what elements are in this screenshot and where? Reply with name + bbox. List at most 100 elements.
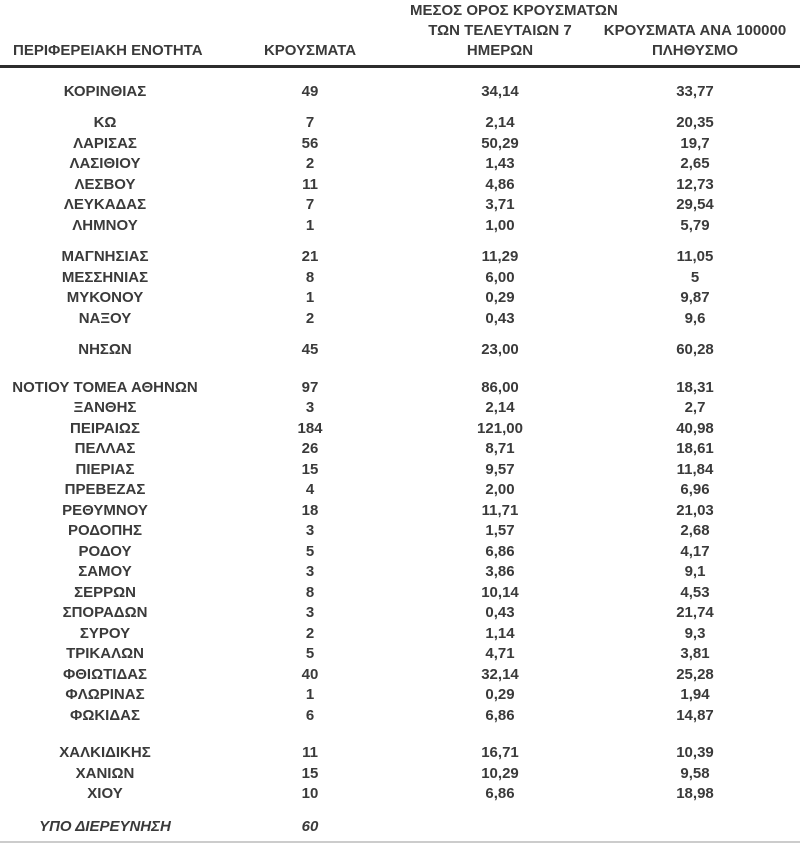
cell-regional-unit: ΡΕΘΥΜΝΟΥ (62, 501, 148, 519)
cell-regional-unit: ΦΩΚΙΔΑΣ (70, 706, 140, 724)
cell-regional-unit: ΝΟΤΙΟΥ ΤΟΜΕΑ ΑΘΗΝΩΝ (12, 378, 198, 396)
cell-regional-unit: ΣΕΡΡΩΝ (74, 583, 136, 601)
cell-7day-average: 10,29 (481, 764, 519, 782)
cell-7day-average: 121,00 (477, 419, 523, 437)
table-row: ΦΘΙΩΤΙΔΑΣ 40 32,14 25,28 (0, 664, 800, 685)
cell-cases: 8 (305, 268, 315, 286)
column-header-7day-average: ΜΕΣΟΣ ΟΡΟΣ ΚΡΟΥΣΜΑΤΩΝ ΤΩΝ ΤΕΛΕΥΤΑΙΩΝ 7 Η… (410, 1, 618, 61)
cell-regional-unit: ΧΙΟΥ (87, 785, 123, 803)
cell-cases: 2 (305, 624, 315, 642)
cell-cases-per-100k: 60,28 (676, 341, 714, 359)
cell-cases-per-100k: 11,84 (676, 460, 714, 478)
cell-cases: 56 (301, 134, 319, 152)
cell-7day-average: 4,86 (485, 175, 515, 193)
cell-cases: 1 (305, 686, 315, 704)
cell-cases: 1 (305, 216, 315, 234)
table-row: ΚΟΡΙΝΘΙΑΣ 49 34,14 33,77 (0, 81, 800, 102)
cell-regional-unit: ΝΑΞΟΥ (78, 309, 132, 327)
cell-7day-average: 11,71 (481, 501, 519, 519)
cell-cases-per-100k: 21,74 (676, 604, 714, 622)
column-header-label-line: ΤΩΝ ΤΕΛΕΥΤΑΙΩΝ 7 (428, 22, 572, 39)
cell-cases-per-100k: 4,53 (680, 583, 710, 601)
cell-regional-unit: ΦΛΩΡΙΝΑΣ (65, 686, 145, 704)
cell-regional-unit: ΡΟΔΟΥ (78, 542, 132, 560)
cell-cases: 15 (301, 764, 319, 782)
cell-7day-average: 1,43 (485, 155, 515, 173)
cell-cases-per-100k: 6,96 (680, 481, 710, 499)
cell-cases: 8 (305, 583, 315, 601)
cell-cases: 26 (301, 440, 319, 458)
table-row: ΠΕΛΛΑΣ 26 8,71 18,61 (0, 439, 800, 460)
cell-cases: 2 (305, 155, 315, 173)
table-row: ΡΟΔΟΥ 5 6,86 4,17 (0, 541, 800, 562)
table-row: ΧΑΛΚΙΔΙΚΗΣ 11 16,71 10,39 (0, 743, 800, 764)
cell-cases: 45 (301, 341, 319, 359)
cell-regional-unit: ΛΕΣΒΟΥ (74, 175, 136, 193)
cell-7day-average: 8,71 (485, 440, 515, 458)
cell-7day-average: 2,00 (485, 481, 515, 499)
cell-7day-average: 23,00 (481, 341, 519, 359)
cell-regional-unit: ΠΙΕΡΙΑΣ (75, 460, 135, 478)
cell-7day-average: 11,29 (481, 248, 519, 266)
cell-7day-average: 0,29 (485, 686, 515, 704)
table-row: ΣΠΟΡΑΔΩΝ 3 0,43 21,74 (0, 603, 800, 624)
table-row: ΡΕΘΥΜΝΟΥ 18 11,71 21,03 (0, 500, 800, 521)
table-row: ΧΙΟΥ 10 6,86 18,98 (0, 784, 800, 805)
table-row: ΠΙΕΡΙΑΣ 15 9,57 11,84 (0, 459, 800, 480)
cell-cases: 11 (302, 744, 318, 762)
cell-cases: 2 (305, 309, 315, 327)
cell-cases-per-100k: 3,81 (680, 645, 710, 663)
table-body: ΚΟΡΙΝΘΙΑΣ 49 34,14 33,77 ΚΩ 7 2,14 20,35… (0, 68, 800, 837)
cell-cases: 1 (305, 289, 315, 307)
cell-cases-per-100k: 1,94 (680, 686, 710, 704)
cell-cases-per-100k: 14,87 (676, 706, 714, 724)
table-row: ΝΑΞΟΥ 2 0,43 9,6 (0, 308, 800, 329)
cell-cases-per-100k: 2,65 (680, 155, 710, 173)
cell-cases-per-100k: 21,03 (676, 501, 714, 519)
table-row: ΛΗΜΝΟΥ 1 1,00 5,79 (0, 215, 800, 236)
table-row: ΝΗΣΩΝ 45 23,00 60,28 (0, 340, 800, 361)
cell-cases-per-100k: 10,39 (676, 744, 714, 762)
column-header-label: ΠΕΡΙΦΕΡΕΙΑΚΗ ΕΝΟΤΗΤΑ (13, 42, 203, 59)
column-header-cases: ΚΡΟΥΣΜΑΤΑ (210, 41, 410, 61)
cell-cases: 40 (301, 665, 319, 683)
cell-regional-unit: ΥΠΟ ΔΙΕΡΕΥΝΗΣΗ (39, 817, 171, 835)
cell-cases-per-100k: 11,05 (676, 248, 714, 266)
cell-7day-average: 6,86 (485, 706, 515, 724)
table-row: ΣΑΜΟΥ 3 3,86 9,1 (0, 562, 800, 583)
row-group: ΝΟΤΙΟΥ ΤΟΜΕΑ ΑΘΗΝΩΝ 97 86,00 18,31 ΞΑΝΘΗ… (0, 377, 800, 726)
cell-regional-unit: ΣΥΡΟΥ (79, 624, 131, 642)
cell-7day-average: 3,71 (485, 196, 515, 214)
cell-regional-unit: ΜΕΣΣΗΝΙΑΣ (61, 268, 149, 286)
cell-regional-unit: ΠΕΛΛΑΣ (74, 440, 136, 458)
cell-regional-unit: ΞΑΝΘΗΣ (73, 399, 137, 417)
cell-7day-average: 9,57 (485, 460, 515, 478)
row-group: ΥΠΟ ΔΙΕΡΕΥΝΗΣΗ 60 (0, 816, 800, 837)
column-header-label-line: ΠΛΗΘΥΣΜΟ (651, 42, 739, 59)
table-row: ΛΑΣΙΘΙΟΥ 2 1,43 2,65 (0, 154, 800, 175)
table-row: ΞΑΝΘΗΣ 3 2,14 2,7 (0, 398, 800, 419)
cell-7day-average: 1,57 (485, 522, 515, 540)
cell-regional-unit: ΜΥΚΟΝΟΥ (66, 289, 144, 307)
cell-7day-average: 32,14 (481, 665, 519, 683)
cell-cases: 49 (301, 82, 319, 100)
cell-cases: 15 (301, 460, 319, 478)
cell-regional-unit: ΠΡΕΒΕΖΑΣ (64, 481, 146, 499)
cell-regional-unit: ΤΡΙΚΑΛΩΝ (66, 645, 144, 663)
column-header-label-line: ΚΡΟΥΣΜΑΤΑ ΑΝΑ 100000 (603, 22, 787, 39)
cell-7day-average: 6,86 (485, 785, 515, 803)
cell-regional-unit: ΠΕΙΡΑΙΩΣ (70, 419, 140, 437)
cell-cases: 21 (301, 248, 319, 266)
cell-cases-per-100k: 9,6 (684, 309, 706, 327)
cell-cases: 3 (305, 522, 315, 540)
cell-cases: 11 (302, 175, 318, 193)
cell-regional-unit: ΚΟΡΙΝΘΙΑΣ (63, 82, 147, 100)
cell-7day-average: 10,14 (481, 583, 519, 601)
table-row: ΤΡΙΚΑΛΩΝ 5 4,71 3,81 (0, 644, 800, 665)
row-group: ΝΗΣΩΝ 45 23,00 60,28 (0, 340, 800, 361)
cell-cases: 7 (305, 114, 315, 132)
cell-cases-per-100k: 9,87 (680, 289, 710, 307)
cell-7day-average: 1,00 (485, 216, 515, 234)
cell-cases: 3 (305, 563, 315, 581)
